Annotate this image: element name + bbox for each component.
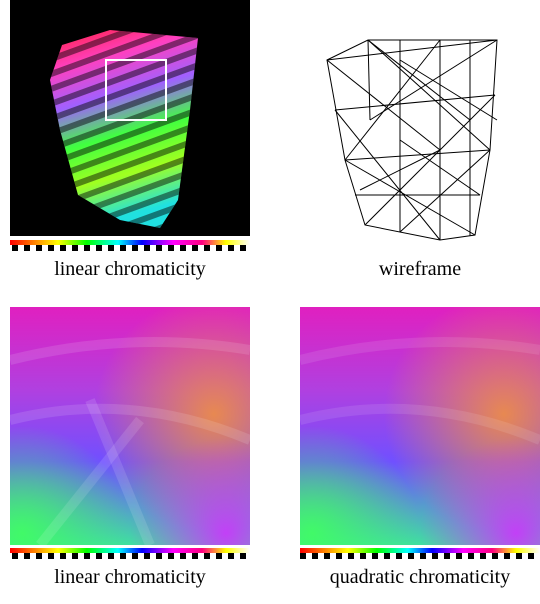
panel-wireframe (327, 40, 497, 240)
figure: linear chromaticity wireframe linear chr… (0, 0, 540, 599)
caption: linear chromaticity (54, 566, 206, 588)
panel-zoom-quadratic: quadratic chromaticity (300, 307, 540, 588)
caption: quadratic chromaticity (330, 566, 510, 588)
panel-render: linear chromaticity (10, 0, 250, 280)
caption: linear chromaticity (54, 258, 206, 280)
panel-zoom-linear: linear chromaticity (10, 307, 250, 588)
caption: wireframe (379, 258, 461, 280)
